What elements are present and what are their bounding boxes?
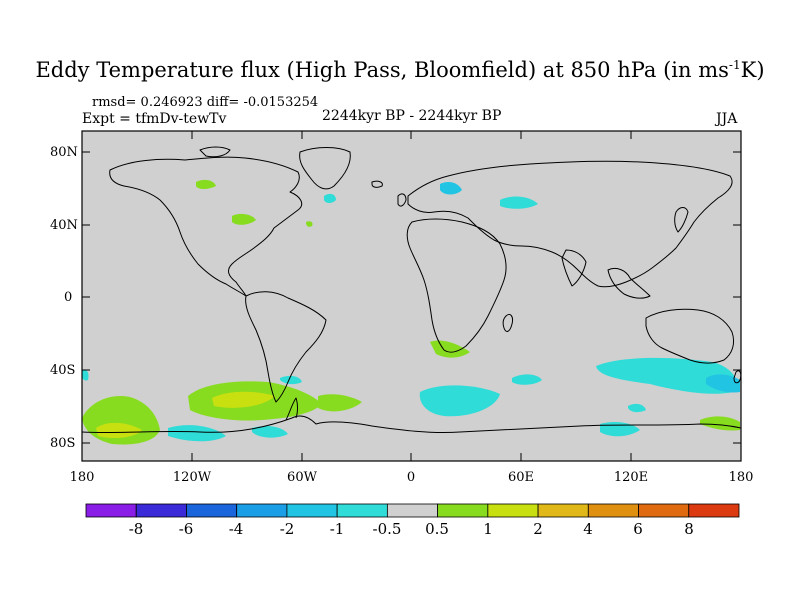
patch-cyan-small-5 [252, 426, 288, 438]
colorbar-box [638, 503, 690, 518]
coast-india [561, 249, 587, 287]
colorbar-label: 6 [633, 520, 643, 538]
colorbar-box [286, 503, 338, 518]
coast-eurasia [407, 160, 733, 288]
colorbar-label: -2 [279, 520, 295, 538]
patch-canada-green [196, 179, 216, 189]
colorbar-label: 2 [533, 520, 543, 538]
stats-label: rmsd= 0.246923 diff= -0.0153254 [92, 95, 319, 110]
coast-south-america [245, 291, 327, 403]
chart-title: Eddy Temperature flux (High Pass, Bloomf… [35, 58, 765, 82]
lat-ticks [82, 151, 741, 444]
patch-atlantic-small-green [306, 221, 313, 227]
patch-atlantic-cyan [324, 193, 336, 203]
lon-label-120e: 120E [613, 470, 649, 485]
colorbar-box [186, 503, 238, 518]
lat-label-80n: 80N [50, 145, 78, 160]
patch-australia-south-cyan [706, 374, 740, 393]
coast-madagascar [502, 313, 513, 332]
lon-label-120w: 120W [172, 470, 212, 485]
coast-africa [406, 218, 507, 353]
patch-south-atlantic-green [318, 394, 362, 412]
lat-label-0: 0 [64, 290, 73, 305]
patch-drake-yellow [212, 391, 275, 408]
colorbar-label: -4 [228, 520, 244, 538]
map-background [82, 131, 741, 461]
lon-label-60w: 60W [287, 470, 317, 485]
colorbar-box [487, 503, 539, 518]
coast-se-asia [607, 267, 651, 299]
patch-us-green [232, 213, 256, 225]
colorbar-box [437, 503, 489, 518]
coast-antarctica [81, 415, 742, 434]
coast-iceland [371, 180, 383, 188]
lon-label-180w: 180 [69, 470, 95, 485]
season-label: JJA [716, 111, 738, 127]
colorbar-label: -8 [128, 520, 144, 538]
colorbar-box [85, 503, 137, 518]
patch-cyan-small-7 [280, 375, 302, 385]
lon-ticks [81, 131, 742, 461]
coast-japan [674, 207, 689, 233]
colorbar-label: 1 [483, 520, 493, 538]
colorbar [85, 503, 740, 518]
colorbar-label: 8 [684, 520, 694, 538]
patch-greenland-cyan [440, 182, 462, 195]
patch-cyan-small-8 [628, 403, 646, 413]
lat-label-80s: 80S [50, 436, 76, 451]
colorbar-box [236, 503, 288, 518]
patch-south-indian-cyan [596, 357, 740, 394]
lon-label-0: 0 [406, 470, 416, 485]
colorbar-box [537, 503, 589, 518]
colorbar-label: -0.5 [372, 520, 402, 538]
colorbar-label: 0.5 [425, 520, 449, 538]
patch-cyan-small-1 [512, 374, 542, 385]
colorbar-box [386, 503, 439, 518]
patch-pacific-green [118, 397, 142, 407]
coast-new-zealand [733, 370, 742, 384]
patch-cyan-small-3 [700, 416, 740, 431]
coast-north-america [109, 156, 303, 297]
patch-cyan-small-4 [168, 425, 226, 442]
coast-uk [397, 193, 407, 207]
period-label: 2244kyr BP - 2244kyr BP [322, 108, 502, 124]
colorbar-label: 4 [583, 520, 593, 538]
coast-australia [645, 308, 735, 364]
lat-label-40n: 40N [50, 218, 78, 233]
colorbar-label: -1 [329, 520, 345, 538]
experiment-label: Expt = tfmDv-tewTv [82, 111, 227, 127]
colorbar-label: -6 [178, 520, 194, 538]
coast-antarctic-peninsula [285, 397, 298, 421]
lon-label-60e: 60E [507, 470, 535, 485]
coast-arctic-islands [199, 146, 231, 158]
coastlines [81, 146, 742, 434]
patch-south-atlantic-cyan [419, 385, 500, 417]
colorbar-box [688, 503, 740, 518]
patch-siberia-cyan [500, 196, 538, 209]
lon-label-180e: 180 [728, 470, 754, 485]
colorbar-box [336, 503, 388, 518]
patch-cyan-small-6 [82, 369, 89, 381]
lat-label-40s: 40S [50, 363, 76, 378]
colorbar-box [587, 503, 639, 518]
patch-south-pacific-yellow [96, 422, 142, 438]
coast-greenland [299, 147, 351, 190]
colorbar-box [135, 503, 187, 518]
